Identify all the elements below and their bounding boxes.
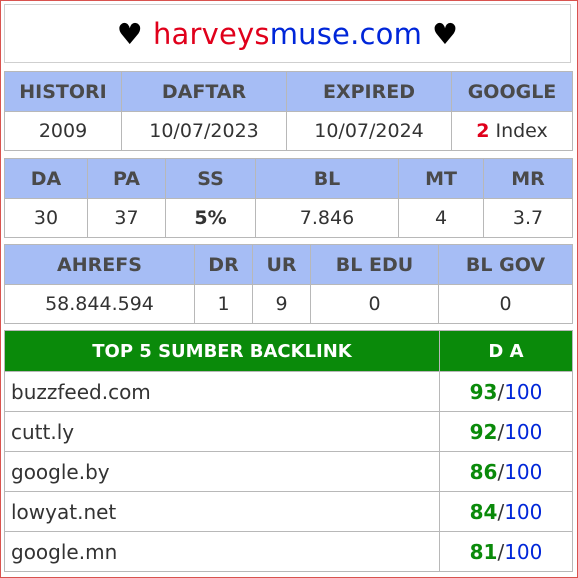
- ss-value: 5%: [165, 198, 256, 238]
- backlink-da-score: 93: [469, 379, 498, 404]
- backlink-row: google.by 86/100: [4, 451, 573, 492]
- backlink-da-max: 100: [504, 459, 543, 484]
- history-table: HISTORI DAFTAR EXPIRED GOOGLE 2009 10/07…: [4, 71, 573, 151]
- backlink-da-max: 100: [504, 499, 543, 524]
- backlink-da-score: 81: [469, 539, 498, 564]
- col-bl-edu: BL EDU: [310, 244, 439, 285]
- mt-value: 4: [398, 198, 484, 238]
- daftar-value: 10/07/2023: [121, 111, 287, 151]
- bl-gov-value: 0: [438, 284, 573, 324]
- col-bl-gov: BL GOV: [438, 244, 573, 285]
- backlink-da-separator: /: [497, 379, 505, 404]
- backlink-da-score: 86: [469, 459, 498, 484]
- backlink-site: lowyat.net: [4, 491, 440, 532]
- col-histori: HISTORI: [4, 71, 122, 112]
- backlink-da-separator: /: [497, 459, 505, 484]
- backlink-row: google.mn 81/100: [4, 531, 573, 572]
- google-index-count: 2: [476, 120, 490, 142]
- backlinks-da-header: D A: [439, 330, 573, 372]
- heart-right-icon: ♥: [432, 16, 459, 51]
- backlink-da-max: 100: [504, 419, 543, 444]
- history-value-row: 2009 10/07/2023 10/07/2024 2 Index: [4, 111, 573, 151]
- col-ss: SS: [165, 158, 256, 199]
- da-value: 30: [4, 198, 88, 238]
- backlink-row: buzzfeed.com 93/100: [4, 371, 573, 412]
- domain-header: ♥ harveys muse.com ♥: [4, 4, 571, 63]
- ahrefs-value-row: 58.844.594 1 9 0 0: [4, 284, 573, 324]
- col-bl: BL: [255, 158, 399, 199]
- bl-edu-value: 0: [310, 284, 439, 324]
- heart-left-icon: ♥: [116, 16, 143, 51]
- backlink-da-score: 84: [469, 499, 498, 524]
- backlink-site: google.mn: [4, 531, 440, 572]
- google-value: 2 Index: [451, 111, 573, 151]
- ahrefs-header-row: AHREFS DR UR BL EDU BL GOV: [4, 244, 573, 285]
- metrics-table: DA PA SS BL MT MR 30 37 5% 7.846 4 3.7: [4, 158, 573, 238]
- backlinks-title: TOP 5 SUMBER BACKLINK: [4, 330, 440, 372]
- backlink-site: buzzfeed.com: [4, 371, 440, 412]
- metrics-header-row: DA PA SS BL MT MR: [4, 158, 573, 199]
- dr-value: 1: [194, 284, 253, 324]
- col-expired: EXPIRED: [286, 71, 452, 112]
- backlink-da: 84/100: [439, 491, 573, 532]
- backlink-da-separator: /: [497, 499, 505, 524]
- backlink-da-score: 92: [469, 419, 498, 444]
- backlink-da: 92/100: [439, 411, 573, 452]
- backlink-da: 93/100: [439, 371, 573, 412]
- histori-value: 2009: [4, 111, 122, 151]
- backlink-da-max: 100: [504, 539, 543, 564]
- backlink-site: google.by: [4, 451, 440, 492]
- col-ahrefs: AHREFS: [4, 244, 195, 285]
- backlink-da: 81/100: [439, 531, 573, 572]
- bl-value: 7.846: [255, 198, 399, 238]
- history-header-row: HISTORI DAFTAR EXPIRED GOOGLE: [4, 71, 573, 112]
- backlink-da-separator: /: [497, 419, 505, 444]
- ahrefs-value: 58.844.594: [4, 284, 195, 324]
- backlink-da-separator: /: [497, 539, 505, 564]
- backlink-da: 86/100: [439, 451, 573, 492]
- backlink-row: cutt.ly 92/100: [4, 411, 573, 452]
- backlinks-header-row: TOP 5 SUMBER BACKLINK D A: [4, 330, 573, 372]
- domain-name-part1: harveys: [152, 16, 270, 51]
- col-da: DA: [4, 158, 88, 199]
- pa-value: 37: [87, 198, 166, 238]
- col-daftar: DAFTAR: [121, 71, 287, 112]
- metrics-value-row: 30 37 5% 7.846 4 3.7: [4, 198, 573, 238]
- col-dr: DR: [194, 244, 253, 285]
- col-pa: PA: [87, 158, 166, 199]
- ahrefs-table: AHREFS DR UR BL EDU BL GOV 58.844.594 1 …: [4, 244, 573, 324]
- ur-value: 9: [252, 284, 311, 324]
- backlink-da-max: 100: [504, 379, 543, 404]
- col-google: GOOGLE: [451, 71, 573, 112]
- expired-value: 10/07/2024: [286, 111, 452, 151]
- col-mr: MR: [483, 158, 573, 199]
- backlink-row: lowyat.net 84/100: [4, 491, 573, 532]
- col-mt: MT: [398, 158, 484, 199]
- backlink-site: cutt.ly: [4, 411, 440, 452]
- mr-value: 3.7: [483, 198, 573, 238]
- google-index-label: Index: [489, 120, 548, 142]
- domain-name-part2: muse.com: [269, 16, 423, 51]
- col-ur: UR: [252, 244, 311, 285]
- backlinks-table: TOP 5 SUMBER BACKLINK D A buzzfeed.com 9…: [4, 330, 573, 572]
